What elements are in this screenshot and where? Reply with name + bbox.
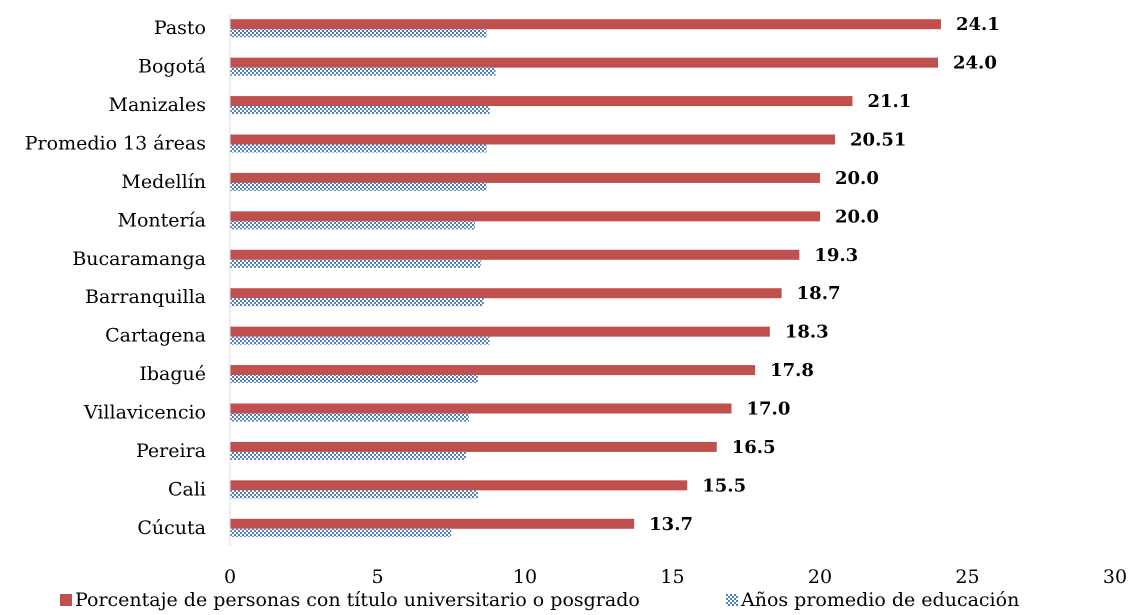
bar-university-degree bbox=[230, 57, 938, 68]
bar-years-education bbox=[230, 413, 469, 422]
bar-years-education bbox=[230, 67, 496, 76]
data-label: 17.0 bbox=[747, 399, 791, 420]
bar-university-degree bbox=[230, 134, 836, 145]
x-tick-label: 20 bbox=[808, 566, 832, 588]
bar-years-education bbox=[230, 336, 490, 345]
bar-university-degree bbox=[230, 480, 688, 491]
bar-university-degree bbox=[230, 96, 853, 107]
data-label: 13.7 bbox=[649, 514, 693, 535]
bar-years-education bbox=[230, 259, 481, 268]
bar-university-degree bbox=[230, 326, 770, 337]
category-label: Montería bbox=[118, 209, 207, 231]
bar-university-degree bbox=[230, 211, 820, 222]
legend-label-university-degree: Porcentaje de personas con título univer… bbox=[75, 589, 640, 611]
bar-years-education bbox=[230, 490, 478, 499]
bar-years-education bbox=[230, 451, 466, 460]
data-label: 21.1 bbox=[867, 91, 911, 112]
data-label: 24.1 bbox=[956, 14, 1000, 35]
x-tick-label: 10 bbox=[513, 566, 537, 588]
bar-years-education bbox=[230, 528, 452, 537]
bar-years-education bbox=[230, 144, 487, 153]
bar-years-education bbox=[230, 29, 487, 38]
category-label: Bogotá bbox=[138, 56, 206, 78]
bar-university-degree bbox=[230, 288, 782, 299]
category-label: Promedio 13 áreas bbox=[25, 133, 206, 155]
category-label: Manizales bbox=[108, 94, 206, 116]
plot-area: Pasto 24.1 Bogotá 24.0 Manizales 21.1 Promedio… bbox=[25, 14, 1127, 588]
data-label: 15.5 bbox=[702, 475, 746, 496]
bar-university-degree bbox=[230, 19, 941, 30]
legend-swatch-years-education bbox=[726, 594, 738, 606]
category-label: Cúcuta bbox=[137, 517, 206, 539]
legend-label-years-education: Años promedio de educación bbox=[740, 589, 1019, 611]
data-label: 18.3 bbox=[785, 322, 829, 343]
category-label: Cartagena bbox=[105, 325, 206, 347]
data-label: 17.8 bbox=[770, 360, 814, 381]
category-label: Bucaramanga bbox=[72, 248, 206, 270]
bar-university-degree bbox=[230, 518, 635, 529]
category-label: Ibagué bbox=[139, 363, 206, 385]
legend: Porcentaje de personas con título univer… bbox=[60, 589, 1019, 611]
data-label: 20.0 bbox=[835, 206, 879, 227]
category-label: Villavicencio bbox=[83, 402, 206, 424]
category-label: Cali bbox=[168, 478, 206, 500]
bar-university-degree bbox=[230, 441, 717, 452]
data-label: 18.7 bbox=[797, 283, 841, 304]
bar-university-degree bbox=[230, 249, 800, 260]
data-label: 19.3 bbox=[814, 245, 858, 266]
bar-years-education bbox=[230, 106, 490, 115]
x-tick-label: 15 bbox=[660, 566, 684, 588]
category-label: Pereira bbox=[136, 440, 206, 462]
data-label: 20.0 bbox=[835, 168, 879, 189]
bar-years-education bbox=[230, 375, 478, 384]
bar-university-degree bbox=[230, 172, 820, 183]
x-tick-label: 25 bbox=[955, 566, 979, 588]
bar-university-degree bbox=[230, 403, 732, 414]
x-tick-label: 30 bbox=[1103, 566, 1127, 588]
bar-years-education bbox=[230, 221, 475, 230]
data-label: 24.0 bbox=[953, 53, 997, 74]
x-tick-label: 0 bbox=[224, 566, 236, 588]
bar-years-education bbox=[230, 298, 484, 307]
category-label: Pasto bbox=[154, 17, 206, 39]
data-label: 16.5 bbox=[732, 437, 776, 458]
bar-university-degree bbox=[230, 365, 756, 376]
data-label: 20.51 bbox=[850, 130, 906, 151]
bar-years-education bbox=[230, 182, 487, 191]
category-label: Medellín bbox=[121, 171, 206, 193]
x-tick-label: 5 bbox=[371, 566, 383, 588]
category-label: Barranquilla bbox=[85, 286, 206, 308]
legend-swatch-university-degree bbox=[60, 594, 72, 606]
